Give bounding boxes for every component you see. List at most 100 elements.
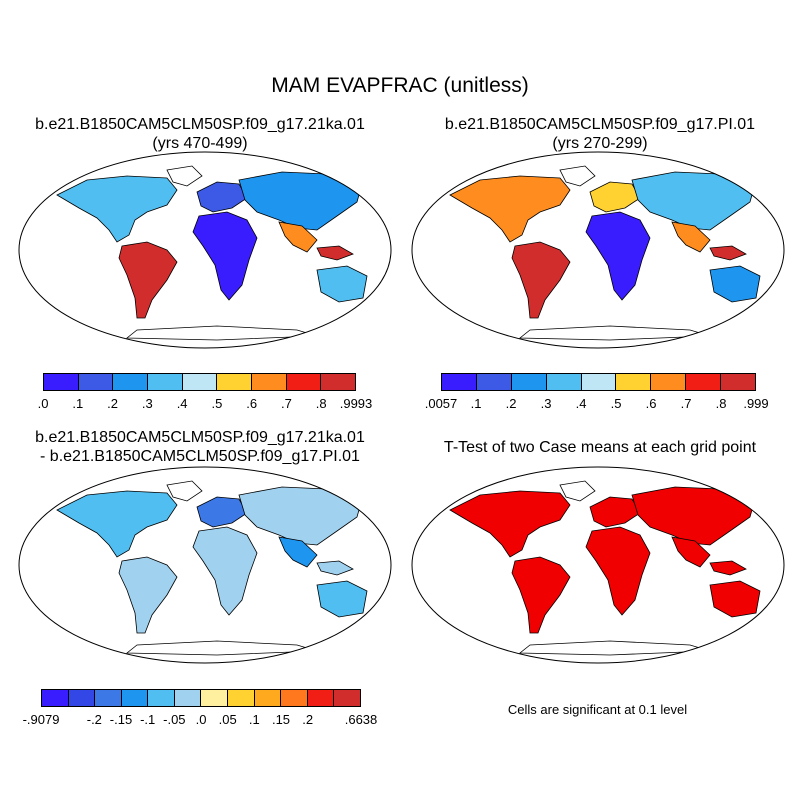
panel3-title-line2: - b.e21.B1850CAM5CLM50SP.f09_g17.PI.01	[40, 448, 360, 465]
colorbar-tick-label: .1	[72, 396, 84, 411]
colorbar-21ka	[43, 373, 356, 391]
continent-europe	[196, 181, 248, 213]
colorbar-swatch	[581, 374, 617, 390]
continent-south-america	[511, 241, 571, 319]
colorbar-tick-label: .8	[715, 396, 727, 411]
continent-south-america	[511, 556, 571, 634]
colorbar-tick-label: .8	[315, 396, 327, 411]
panel1-title-line1: b.e21.B1850CAM5CLM50SP.f09_g17.21ka.01	[35, 116, 365, 133]
map-ttest	[411, 466, 785, 664]
colorbar-tick-label: .6638	[344, 712, 378, 727]
colorbar-swatch	[121, 690, 149, 706]
map-21ka	[18, 151, 392, 349]
colorbar-tick-label: .4	[575, 396, 587, 411]
main-title: MAM EVAPFRAC (unitless)	[271, 74, 529, 97]
colorbar-tick-label: .0	[195, 712, 207, 727]
colorbar-tick-label: .0057	[424, 396, 458, 411]
colorbar-tick-label: .2	[107, 396, 118, 411]
colorbar-tick-label: .7	[281, 396, 292, 411]
panel2-title: b.e21.B1850CAM5CLM50SP.f09_g17.PI.01 (yr…	[400, 115, 800, 153]
continent-greenland	[559, 165, 596, 187]
continent-australia	[709, 580, 761, 618]
continent-australia	[316, 580, 368, 618]
colorbar-tick-label: .3	[141, 396, 153, 411]
continent-south-america	[118, 556, 178, 634]
colorbar-swatch	[95, 690, 122, 706]
panel3-title: b.e21.B1850CAM5CLM50SP.f09_g17.21ka.01 -…	[0, 428, 400, 466]
colorbar-tick-label: .4	[176, 396, 188, 411]
continent-maritime-continent	[709, 245, 747, 261]
colorbar-swatch	[442, 374, 477, 390]
colorbar-tick-label: -.1	[140, 712, 156, 727]
continent-africa	[192, 526, 258, 616]
colorbar-swatch	[78, 374, 114, 390]
colorbar-swatch	[182, 374, 218, 390]
colorbar-swatch	[321, 374, 356, 390]
colorbar-swatch	[686, 374, 722, 390]
continent-north-america	[56, 175, 178, 243]
colorbar-swatch	[254, 690, 282, 706]
continent-greenland	[166, 480, 203, 502]
panel4-title: T-Test of two Case means at each grid po…	[400, 438, 800, 457]
panel1-title: b.e21.B1850CAM5CLM50SP.f09_g17.21ka.01 (…	[0, 115, 400, 153]
panel2-title-line1: b.e21.B1850CAM5CLM50SP.f09_g17.PI.01	[444, 116, 756, 133]
continent-maritime-continent	[709, 560, 747, 576]
colorbar-tick-label: .9993	[339, 396, 373, 411]
colorbar-swatch	[721, 374, 756, 390]
colorbar-difference	[41, 689, 361, 707]
colorbar-swatch	[281, 690, 308, 706]
continent-africa	[192, 211, 258, 301]
map-boundary	[411, 151, 785, 349]
map-pi	[411, 151, 785, 349]
colorbar-swatch	[148, 374, 183, 390]
continent-asia	[631, 486, 756, 546]
colorbar-swatch	[252, 374, 287, 390]
continent-europe	[589, 496, 641, 528]
continent-maritime-continent	[316, 560, 354, 576]
map-difference	[18, 466, 392, 664]
colorbar-swatch	[68, 690, 96, 706]
continent-australia	[316, 265, 368, 303]
colorbar-swatch	[201, 690, 229, 706]
colorbar-tick-label: -.9079	[22, 712, 60, 727]
colorbar-swatch	[546, 374, 582, 390]
colorbar-tick-label: .2	[302, 712, 314, 727]
colorbar-swatch	[286, 374, 322, 390]
continent-maritime-continent	[316, 245, 354, 261]
continent-india-seasia	[278, 221, 318, 253]
colorbar-swatch	[476, 374, 512, 390]
colorbar-tick-label: -.2	[86, 712, 102, 727]
colorbar-tick-label: .6	[246, 396, 258, 411]
colorbar-swatch	[113, 374, 149, 390]
colorbar-tick-label: .3	[540, 396, 552, 411]
map-boundary	[18, 151, 392, 349]
continent-greenland	[559, 480, 596, 502]
colorbar-swatch	[217, 374, 253, 390]
continent-greenland	[166, 165, 203, 187]
map-boundary	[411, 466, 785, 664]
continent-north-america	[56, 490, 178, 558]
panel1-title-line2: (yrs 470-499)	[152, 135, 248, 152]
colorbar-swatch	[148, 690, 175, 706]
panel4-title-line1: T-Test of two Case means at each grid po…	[443, 439, 757, 456]
colorbar-swatch	[228, 690, 255, 706]
colorbar-swatch	[651, 374, 687, 390]
map-boundary	[18, 466, 392, 664]
colorbar-swatch	[174, 690, 202, 706]
colorbar-tick-label: -.05	[163, 712, 186, 727]
continent-asia	[238, 486, 363, 546]
colorbar-tick-label: .15	[271, 712, 291, 727]
colorbar-swatch	[42, 690, 69, 706]
colorbar-swatch	[511, 374, 547, 390]
continent-south-america	[118, 241, 178, 319]
continent-europe	[589, 181, 641, 213]
colorbar-tick-label: .5	[211, 396, 223, 411]
colorbar-tick-label: .5	[610, 396, 622, 411]
colorbar-tick-label: .1	[470, 396, 482, 411]
significance-note: Cells are significant at 0.1 level	[507, 702, 688, 717]
continent-europe	[196, 496, 248, 528]
continent-north-america	[449, 175, 571, 243]
panel3-title-line1: b.e21.B1850CAM5CLM50SP.f09_g17.21ka.01	[35, 429, 365, 446]
colorbar-swatch	[616, 374, 652, 390]
continent-india-seasia	[278, 536, 318, 568]
